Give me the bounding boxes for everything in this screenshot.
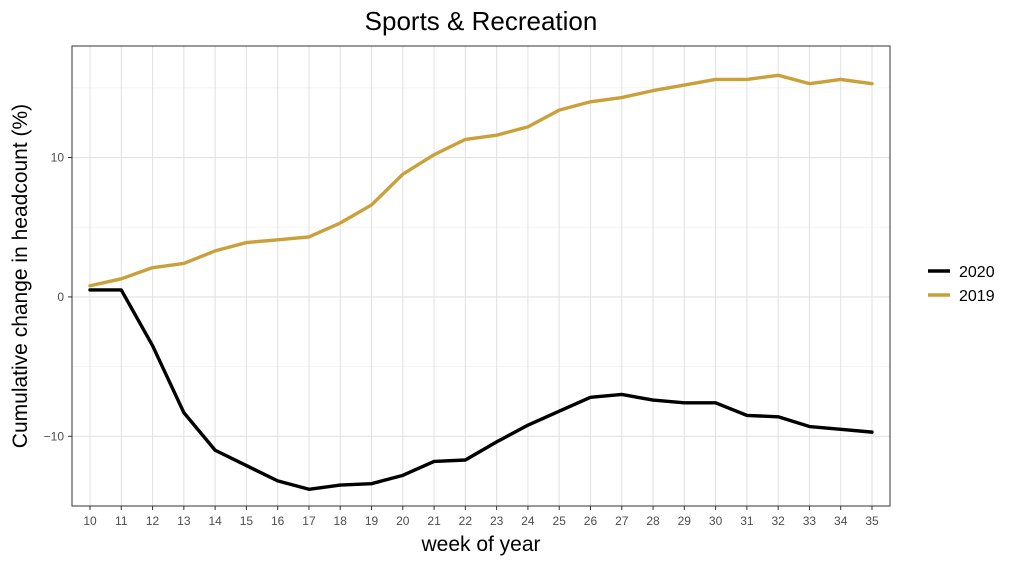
- x-tick-label: 17: [302, 514, 316, 528]
- x-tick-label: 35: [865, 514, 879, 528]
- x-tick-label: 15: [240, 514, 254, 528]
- legend: 2020 2019: [928, 264, 995, 305]
- x-tick-label: 20: [396, 514, 410, 528]
- x-tick-label: 32: [771, 514, 785, 528]
- series-line-2019: [88, 73, 874, 288]
- x-tick-label: 18: [334, 514, 348, 528]
- x-tick-label: 25: [553, 514, 567, 528]
- x-tick-label: 34: [834, 514, 848, 528]
- y-axis-title: Cumulative change in headcount (%): [9, 104, 32, 448]
- x-tick-label: 31: [740, 514, 754, 528]
- y-tick-label: −10: [44, 429, 65, 443]
- x-tick-label: 14: [208, 514, 222, 528]
- x-tick-label: 30: [709, 514, 723, 528]
- series-layer: [88, 73, 874, 491]
- y-tick-label: 0: [57, 290, 64, 304]
- legend-label-2020: 2020: [959, 264, 995, 281]
- x-tick-label: 29: [678, 514, 692, 528]
- chart-title: Sports & Recreation: [365, 6, 598, 36]
- x-tick-label: 16: [271, 514, 285, 528]
- x-tick-label: 11: [115, 514, 128, 528]
- x-tick-label: 12: [146, 514, 160, 528]
- x-tick-label: 24: [521, 514, 535, 528]
- series-line-2020: [88, 288, 874, 491]
- x-axis-title: week of year: [420, 533, 540, 556]
- x-tick-label: 26: [584, 514, 598, 528]
- x-tick-label: 19: [365, 514, 379, 528]
- x-tick-label: 33: [803, 514, 817, 528]
- x-tick-label: 27: [615, 514, 629, 528]
- x-tick-label: 13: [177, 514, 191, 528]
- x-tick-label: 23: [490, 514, 504, 528]
- y-tick-label: 10: [51, 151, 65, 165]
- y-axis: −10 0 10: [44, 151, 72, 443]
- legend-label-2019: 2019: [959, 288, 995, 305]
- plot-panel: [71, 45, 891, 507]
- grid: [72, 46, 890, 506]
- x-axis: 10 11 12 13 14 15 16 17 18 19 20 21 22 23 24 25 26 27 28 29…: [83, 506, 879, 528]
- x-tick-label: 10: [83, 514, 97, 528]
- x-tick-label: 28: [646, 514, 660, 528]
- x-tick-label: 21: [427, 514, 441, 528]
- x-tick-label: 22: [459, 514, 473, 528]
